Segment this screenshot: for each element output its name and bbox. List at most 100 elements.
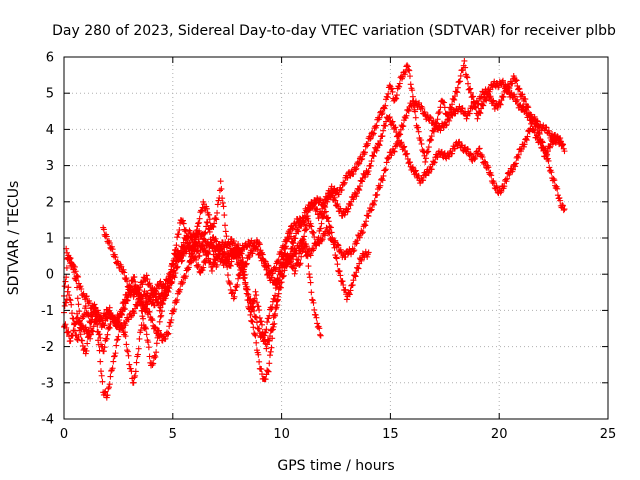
data-point: [157, 278, 164, 285]
data-point: [61, 283, 68, 290]
data-point: [337, 246, 344, 253]
data-point: [463, 73, 470, 80]
data-point: [301, 233, 308, 240]
data-point: [303, 215, 310, 222]
data-point: [466, 110, 473, 117]
data-point: [133, 359, 140, 366]
data-point: [310, 245, 317, 252]
data-point: [400, 123, 407, 130]
data-point: [318, 220, 325, 227]
data-point: [276, 277, 283, 284]
data-point: [255, 303, 262, 310]
data-point: [98, 315, 105, 322]
data-point: [157, 304, 164, 311]
data-point: [289, 253, 296, 260]
data-point: [109, 313, 116, 320]
data-point: [550, 175, 557, 182]
data-point: [512, 163, 519, 170]
x-axis-label: GPS time / hours: [277, 458, 394, 474]
data-point: [183, 248, 190, 255]
data-point: [226, 279, 233, 286]
data-point: [457, 72, 464, 79]
data-point: [330, 186, 337, 193]
data-point: [422, 171, 429, 178]
data-point: [318, 210, 325, 217]
data-point: [198, 232, 205, 239]
data-point: [216, 250, 223, 257]
data-point: [307, 279, 314, 286]
data-point: [379, 110, 386, 117]
data-point: [392, 94, 399, 101]
data-point: [265, 270, 272, 277]
data-point: [263, 326, 270, 333]
data-point: [418, 140, 425, 147]
x-tick-label: 25: [600, 427, 617, 442]
data-point: [272, 304, 279, 311]
data-point: [556, 194, 563, 201]
data-point: [419, 105, 426, 112]
data-point: [351, 247, 358, 254]
data-point: [278, 249, 285, 256]
data-point: [546, 168, 553, 175]
data-point: [531, 113, 538, 120]
data-point: [70, 327, 77, 334]
data-point: [331, 194, 338, 201]
data-point: [327, 193, 334, 200]
data-point: [406, 73, 413, 80]
data-point: [251, 307, 258, 314]
data-point: [292, 267, 299, 274]
data-point: [508, 165, 515, 172]
data-point: [65, 284, 72, 291]
data-point: [166, 323, 173, 330]
data-point: [281, 264, 288, 271]
data-point: [396, 130, 403, 137]
data-point: [289, 225, 296, 232]
data-point: [173, 242, 180, 249]
data-point: [314, 195, 321, 202]
data-point: [248, 299, 255, 306]
data-point: [314, 324, 321, 331]
data-point: [356, 187, 363, 194]
y-tick-label: -1: [41, 304, 54, 319]
data-point: [454, 89, 461, 96]
data-point: [485, 164, 492, 171]
data-point: [336, 268, 343, 275]
data-point: [369, 131, 376, 138]
data-point: [71, 263, 78, 270]
data-point: [78, 286, 85, 292]
data-point: [383, 159, 390, 166]
data-point: [62, 321, 69, 328]
data-point: [210, 223, 217, 230]
data-point: [169, 307, 176, 314]
data-point: [368, 158, 375, 165]
data-point: [426, 137, 433, 144]
data-point: [373, 122, 380, 129]
data-point: [139, 295, 146, 302]
data-point: [459, 105, 466, 112]
data-point: [157, 331, 164, 338]
data-point: [488, 172, 495, 179]
data-point: [106, 304, 113, 311]
data-point: [483, 89, 490, 96]
data-point: [462, 64, 469, 71]
data-point: [258, 318, 265, 325]
y-tick-label: -3: [41, 376, 54, 391]
data-point: [259, 321, 266, 328]
data-point: [174, 258, 181, 265]
data-point: [72, 268, 79, 275]
data-point: [198, 265, 205, 272]
data-point: [554, 192, 561, 199]
data-point: [83, 293, 90, 300]
y-tick-label: 5: [46, 87, 54, 102]
data-point: [133, 302, 140, 309]
data-point: [136, 335, 143, 342]
data-point: [66, 292, 73, 299]
data-point: [396, 83, 403, 90]
data-point: [301, 220, 308, 226]
data-point: [179, 279, 186, 286]
data-point: [409, 87, 416, 94]
data-point: [220, 203, 227, 210]
data-point: [198, 243, 205, 250]
data-point: [348, 282, 355, 289]
data-point: [367, 135, 374, 142]
